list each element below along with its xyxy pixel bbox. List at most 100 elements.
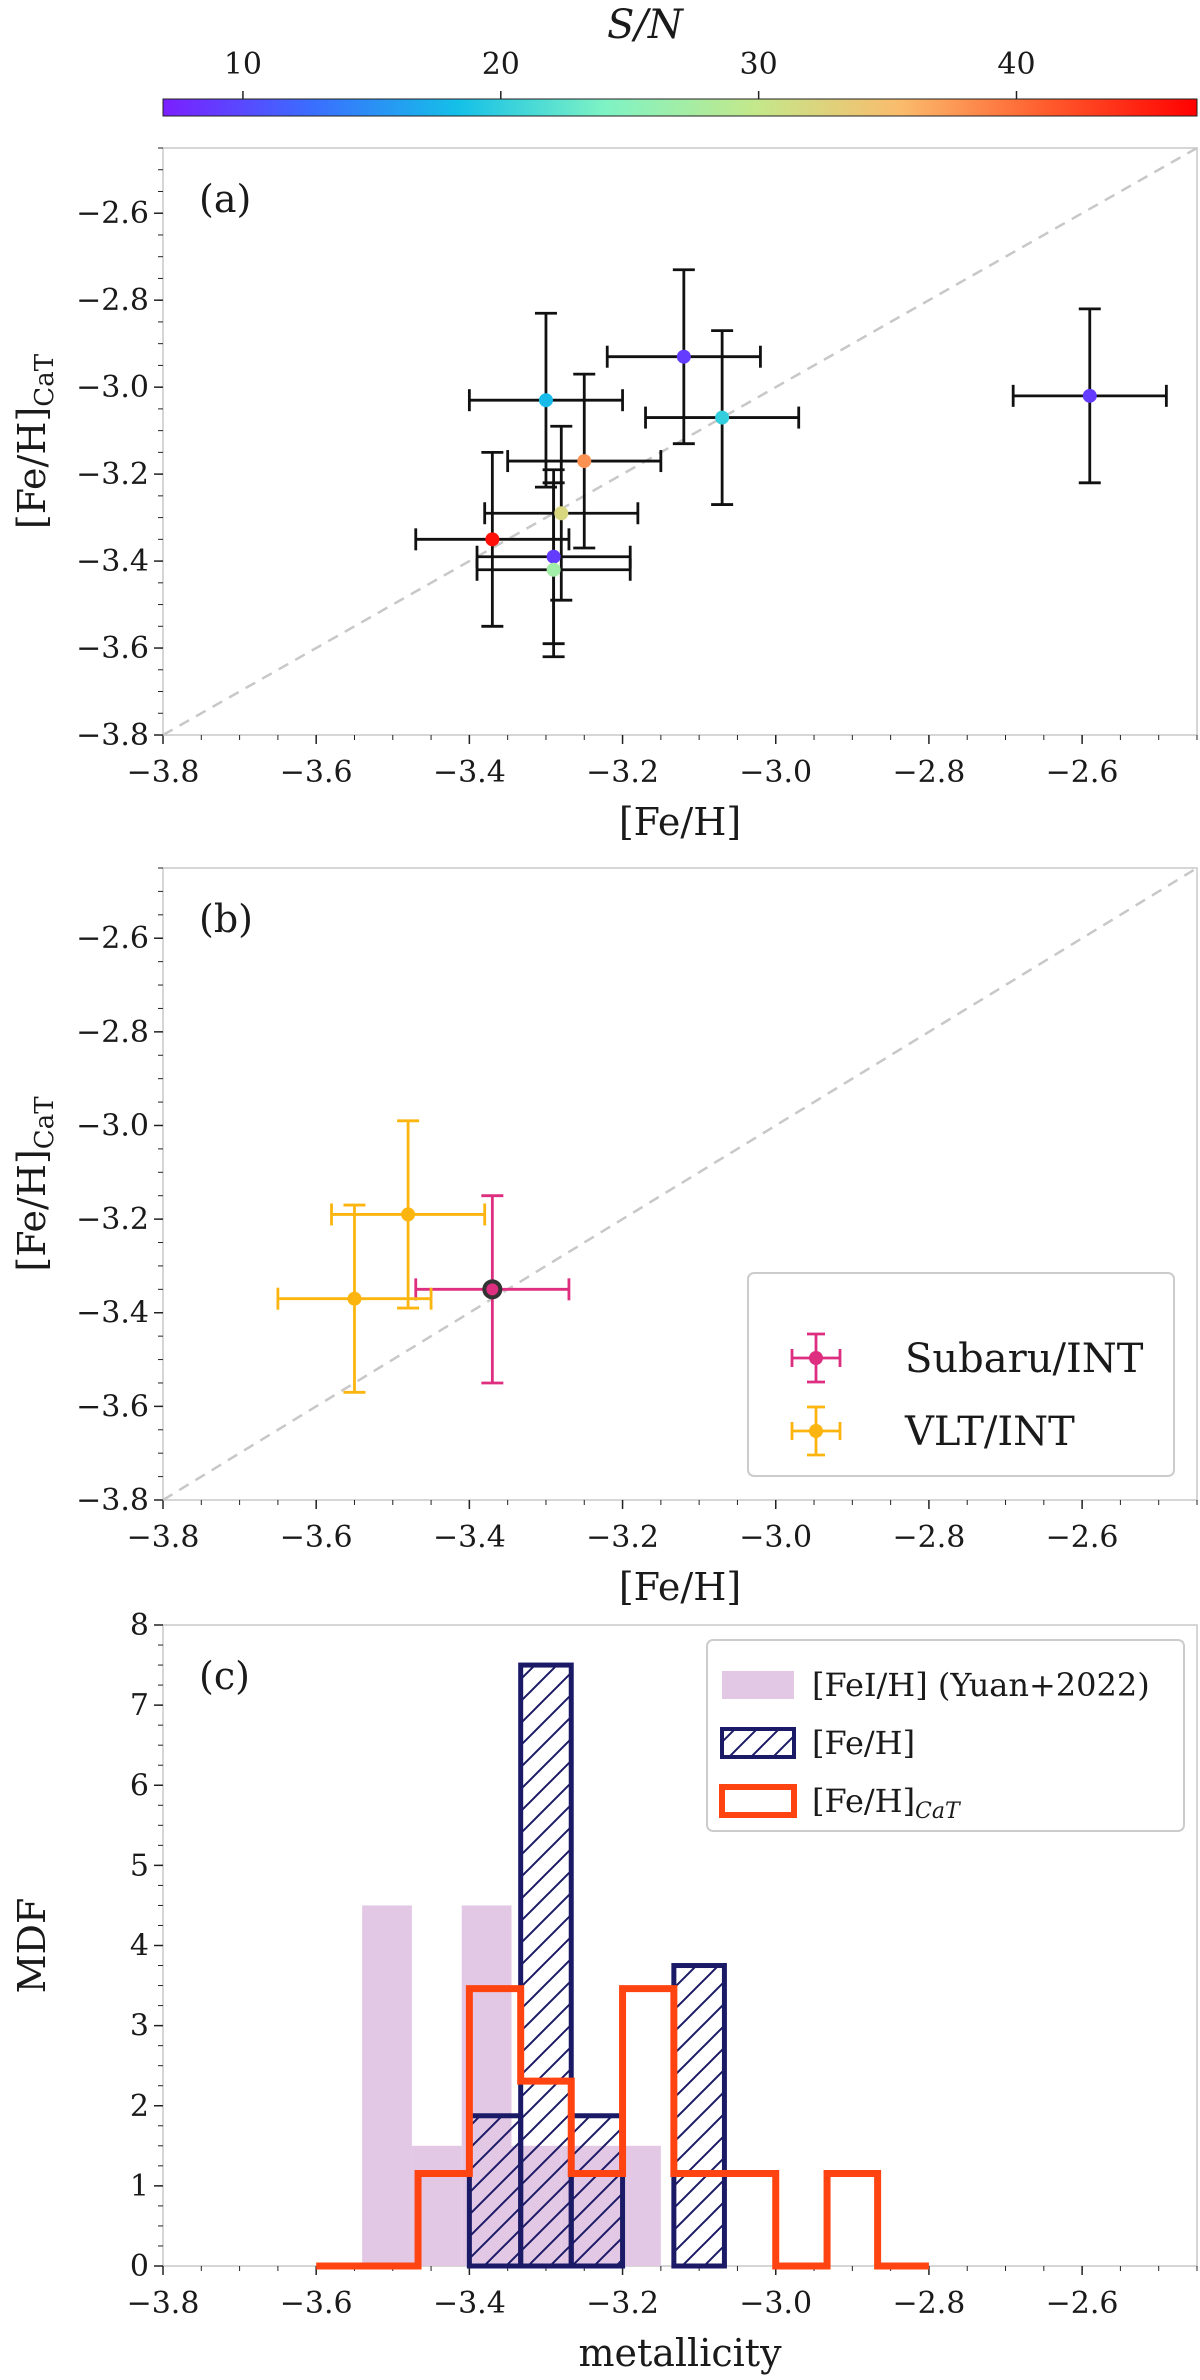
legend-swatch-feh [720,1727,796,1759]
y-tick-label: −2.8 [76,283,149,318]
panel-b: −3.8 −3.6 −3.4 −3.2 −3.0 −2.8 −2.6 −3.8 −3.6 −3.4… [10,866,1198,1609]
y-tick-label: −3.8 [76,1483,149,1518]
one-to-one-line [162,866,1198,1502]
y-tick-label: −3.4 [76,544,149,579]
data-point [676,349,691,364]
data-point [577,454,592,469]
y-axis-label-main: [Fe/H] [10,1149,54,1271]
hist-bar-feh [466,2113,524,2269]
data-point [1082,388,1097,403]
axes-frame [162,147,1198,736]
y-tick-label: 8 [130,1608,149,1643]
panel-a: −3.8 −3.6 −3.4 −3.2 −3.0 −2.8 −2.6 −3.8 −3.6 −3.4… [10,146,1198,844]
y-axis-label-main: [Fe/H] [10,407,54,529]
colorbar-tick-label: 10 [224,47,262,82]
data-point [401,1207,416,1222]
y-tick-label: 0 [130,2249,149,2284]
y-tick-label: −3.2 [76,457,149,492]
x-tick-label: −2.8 [892,755,965,790]
hist-bar-yuan [362,1905,412,2266]
x-tick-label: −2.6 [1046,1520,1119,1555]
x-tick-label: −2.6 [1046,2286,1119,2321]
legend-label: VLT/INT [904,1409,1075,1455]
y-axis-label-sub: CaT [30,1096,60,1149]
legend-label: [Fe/H] [812,1724,915,1762]
panel-label: (c) [199,1654,250,1698]
x-axis-label: [Fe/H] [619,800,741,844]
y-tick-label: 2 [130,2089,149,2124]
x-tick-label: −2.8 [892,1520,965,1555]
y-tick-label: −3.6 [76,631,149,666]
data-point [546,549,561,564]
legend-swatch-cat [719,1784,797,1818]
colorbar-ticks: 10 20 30 40 [224,47,1036,99]
data-point [347,1291,362,1306]
y-tick-label: −3.4 [76,1296,149,1331]
x-tick-label: −3.0 [739,755,812,790]
x-tick-label: −3.0 [739,2286,812,2321]
axes-frame [162,867,1198,1501]
y-axis-label-sub: CaT [30,353,60,406]
legend-label-sub: CaT [915,1799,962,1824]
x-tick-label: −3.4 [433,2286,506,2321]
x-tick-label: −3.4 [433,1520,506,1555]
y-axis-label: MDF [10,1898,54,1994]
colorbar-label: S/N [607,2,685,48]
y-tick-label: 6 [130,1768,149,1803]
x-tick-label: −3.6 [280,2286,353,2321]
x-tick-label: −2.6 [1046,755,1119,790]
hist-bar-feh [568,2113,626,2269]
y-tick-label: −3.0 [76,370,149,405]
colorbar-tick-label: 20 [482,47,520,82]
x-tick-label: −3.8 [127,2286,200,2321]
x-tick-label: −3.6 [280,1520,353,1555]
y-tick-label: −2.6 [76,921,149,956]
data-point [715,410,730,425]
panel-label: (b) [199,897,253,941]
colorbar-gradient [162,98,1198,117]
data-point [482,1279,503,1300]
legend-marker [809,1424,823,1438]
colorbar-tick-label: 40 [997,47,1035,82]
y-tick-label: −3.2 [76,1202,149,1237]
colorbar-tick-label: 30 [740,47,778,82]
x-axis-label: metallicity [578,2331,782,2375]
x-tick-label: −3.6 [280,755,353,790]
hist-bar-feh [671,1963,727,2269]
y-tick-label: 5 [130,1848,149,1883]
y-tick-label: −3.6 [76,1389,149,1424]
y-tick-label: 7 [130,1688,149,1723]
y-tick-label: 3 [130,2009,149,2044]
panel-c: −3.8 −3.6 −3.4 −3.2 −3.0 −2.8 −2.6 0 1 2 3 4 5 6 7 8 (c)… [10,1608,1198,2375]
y-axis-label: [Fe/H]CaT [10,1096,60,1272]
y-tick-label: 4 [130,1929,149,1964]
data-point [538,393,553,408]
x-tick-label: −3.8 [127,755,200,790]
legend-label: [FeI/H] (Yuan+2022) [812,1666,1150,1704]
data-point [546,562,561,577]
x-tick-label: −3.4 [433,755,506,790]
y-tick-label: −2.6 [76,196,149,231]
y-axis-label-main: MDF [10,1898,54,1994]
x-tick-label: −2.8 [892,2286,965,2321]
one-to-one-line [162,146,1198,737]
colorbar: S/N 10 20 30 40 [162,2,1198,117]
legend-label: Subaru/INT [905,1336,1144,1382]
legend-box [747,1272,1175,1477]
x-tick-label: −3.2 [586,755,659,790]
legend-marker [809,1351,823,1365]
legend-box [706,1639,1185,1832]
legend: Subaru/INT VLT/INT [747,1272,1175,1477]
hist-bar-feh [518,1662,574,2269]
x-tick-label: −3.8 [127,1520,200,1555]
y-tick-label: −3.8 [76,718,149,753]
hist-step-cat [316,1985,929,2270]
y-tick-label: −2.8 [76,1015,149,1050]
panel-label: (a) [199,177,251,221]
legend: [FeI/H] (Yuan+2022)[Fe/H][Fe/H]CaT [706,1639,1185,1832]
legend-label-main: [Fe/H] [812,1782,915,1820]
y-axis-label: [Fe/H]CaT [10,353,60,529]
x-tick-label: −3.2 [586,2286,659,2321]
y-tick-label: 1 [130,2169,149,2204]
